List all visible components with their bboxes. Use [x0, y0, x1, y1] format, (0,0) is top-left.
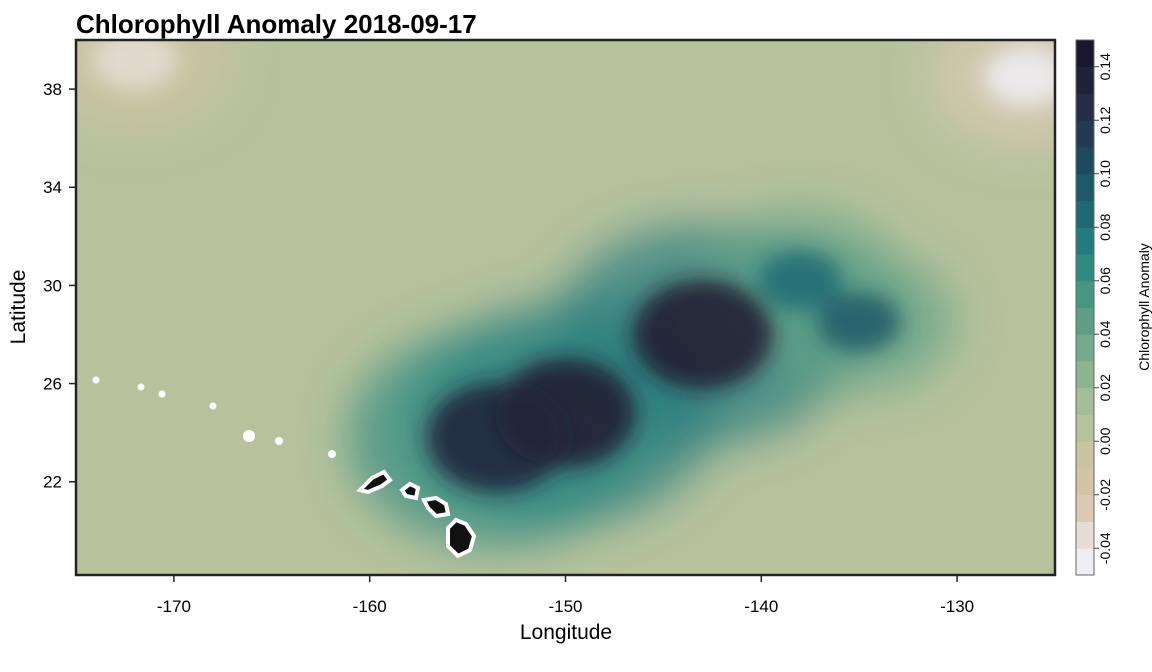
island-molokai-maui — [421, 495, 451, 519]
colorbar-tick-label: -0.02 — [1097, 479, 1113, 511]
islands — [92, 376, 477, 559]
y-tick-label: 26 — [43, 375, 62, 394]
island-gardner — [275, 437, 283, 445]
colorbar-swatch — [1076, 494, 1094, 522]
colorbar-swatch — [1076, 200, 1094, 228]
colorbar: -0.04 -0.02 0.00 0.02 0.04 0.06 0.08 0.10 0.12 0.… — [1075, 39, 1113, 576]
colorbar-swatch — [1076, 227, 1094, 255]
colorbar-swatch — [1076, 147, 1094, 175]
island-laysan — [243, 430, 255, 442]
colorbar-swatch — [1076, 280, 1094, 308]
colorbar-tick-label: 0.04 — [1097, 320, 1113, 347]
colorbar-swatch — [1076, 414, 1094, 442]
anomaly-core — [758, 250, 843, 311]
colorbar-tick-label: 0.00 — [1097, 427, 1113, 454]
x-axis-label: Longitude — [520, 621, 612, 644]
plot-area — [76, 40, 1055, 575]
island-hawaii — [446, 517, 477, 559]
anomaly-core — [426, 382, 567, 493]
x-tick-label: -160 — [353, 597, 387, 616]
island-necker — [328, 450, 336, 458]
colorbar-swatch — [1076, 93, 1094, 121]
colorbar-swatch — [1076, 441, 1094, 469]
anomaly-core — [632, 279, 773, 390]
colorbar-swatch — [1076, 521, 1094, 549]
colorbar-tick-label: -0.04 — [1097, 532, 1113, 564]
x-tick-label: -130 — [940, 597, 974, 616]
anomaly-core — [817, 292, 902, 353]
colorbar-swatch — [1076, 120, 1094, 148]
chart-title: Chlorophyll Anomaly 2018-09-17 — [76, 9, 477, 39]
x-axis: -170 -160 -150 -140 -130 — [157, 575, 974, 616]
anomaly-core — [92, 40, 177, 90]
x-tick-label: -150 — [548, 597, 582, 616]
colorbar-swatch — [1076, 173, 1094, 201]
colorbar-tick-label: 0.08 — [1097, 213, 1113, 240]
colorbar-swatch — [1076, 334, 1094, 362]
island-kauai — [356, 469, 393, 495]
x-tick-label: -170 — [157, 597, 191, 616]
anomaly-core — [983, 46, 1055, 107]
colorbar-swatch — [1076, 548, 1094, 576]
colorbar-tick-label: 0.10 — [1097, 160, 1113, 187]
colorbar-swatch — [1076, 468, 1094, 496]
colorbar-swatch — [1076, 254, 1094, 282]
island-oahu — [399, 481, 421, 501]
colorbar-frame — [1075, 39, 1095, 576]
colorbar-label: Chlorophyll Anomaly — [1136, 243, 1152, 371]
y-tick-label: 30 — [43, 276, 62, 295]
y-tick-label: 38 — [43, 80, 62, 99]
x-tick-label: -140 — [744, 597, 778, 616]
colorbar-tick-label: 0.02 — [1097, 374, 1113, 401]
y-axis: 22 26 30 34 38 — [43, 80, 76, 492]
island-pearl-hermes — [158, 390, 166, 398]
colorbar-swatch — [1076, 66, 1094, 94]
island-kure — [92, 376, 100, 384]
y-tick-label: 22 — [43, 473, 62, 492]
colorbar-swatch — [1076, 361, 1094, 389]
colorbar-tick-label: 0.12 — [1097, 106, 1113, 133]
colorbar-swatch — [1076, 307, 1094, 335]
island-midway — [137, 383, 145, 391]
colorbar-tick-label: 0.06 — [1097, 267, 1113, 294]
y-axis-label: Latitude — [7, 270, 30, 345]
colorbar-swatch — [1076, 40, 1094, 68]
colorbar-tick-label: 0.14 — [1097, 53, 1113, 80]
colorbar-swatch — [1076, 387, 1094, 415]
y-tick-label: 34 — [43, 178, 62, 197]
island-lisianski — [209, 402, 217, 410]
